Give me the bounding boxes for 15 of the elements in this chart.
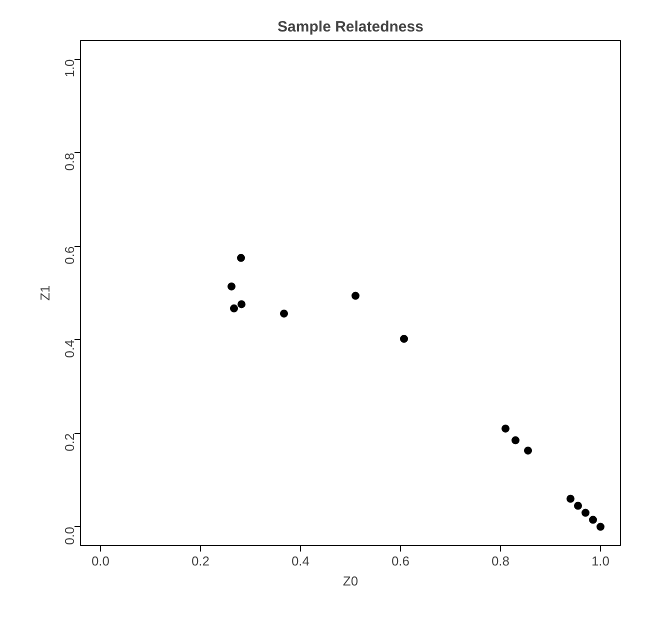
y-tick-label: 1.0 <box>62 59 77 78</box>
y-tick-label: 0.8 <box>62 152 77 171</box>
x-tick-label: 0.6 <box>391 554 410 568</box>
x-tick-label: 0.2 <box>191 554 210 568</box>
y-tick-label: 0.4 <box>62 340 77 358</box>
x-tick-label: 0.8 <box>491 554 510 568</box>
y-axis-title: Z1 <box>38 285 52 301</box>
x-tick-label: 0.4 <box>291 554 310 568</box>
y-tick-label: 0.2 <box>62 433 77 452</box>
y-tick-label: 0.6 <box>62 246 77 264</box>
y-tick-label: 0.0 <box>62 526 77 545</box>
x-tick-label: 1.0 <box>591 554 610 568</box>
chart-title: Sample Relatedness <box>278 18 424 36</box>
x-axis-title: Z0 <box>342 574 358 588</box>
x-tick-label: 0.0 <box>91 554 110 568</box>
